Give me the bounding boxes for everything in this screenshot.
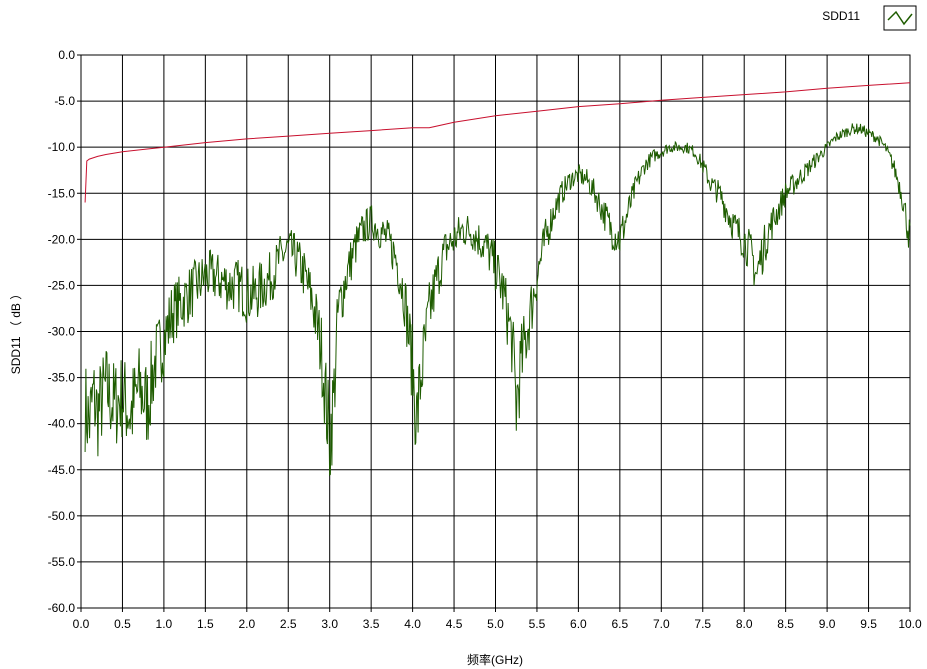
x-tick-label: 5.5 — [529, 617, 546, 631]
x-tick-label: 3.5 — [363, 617, 380, 631]
x-tick-label: 1.0 — [156, 617, 173, 631]
y-tick-label: -15.0 — [48, 186, 76, 200]
x-tick-label: 3.0 — [321, 617, 338, 631]
x-tick-label: 4.5 — [446, 617, 463, 631]
y-tick-label: -5.0 — [54, 94, 75, 108]
y-tick-label: -60.0 — [48, 601, 76, 615]
y-tick-label: -30.0 — [48, 325, 76, 339]
legend: SDD11 — [822, 5, 917, 31]
y-axis-ticks: 0.0 -5.0 -10.0 -15.0 -20.0 -25.0 -30.0 -35.0 -40… — [48, 48, 81, 615]
series-line-1 — [84, 82, 911, 203]
x-axis-label: 频率(GHz) — [467, 652, 523, 667]
y-tick-label: 0.0 — [58, 48, 75, 62]
y-tick-label: -10.0 — [48, 140, 76, 154]
x-tick-label: 2.0 — [238, 617, 255, 631]
y-tick-label: -40.0 — [48, 417, 76, 431]
x-tick-label: 2.5 — [280, 617, 297, 631]
x-tick-label: 6.5 — [612, 617, 629, 631]
x-tick-label: 7.5 — [694, 617, 711, 631]
series-line-sdd11 — [84, 123, 911, 477]
legend-label-sdd11: SDD11 — [822, 9, 860, 23]
x-tick-label: 1.5 — [197, 617, 214, 631]
series-layer — [84, 82, 911, 477]
legend-swatch-line — [887, 10, 913, 26]
x-tick-label: 4.0 — [404, 617, 421, 631]
x-tick-label: 0.5 — [114, 617, 131, 631]
x-tick-label: 0.0 — [73, 617, 90, 631]
y-tick-label: -25.0 — [48, 278, 76, 292]
x-tick-label: 7.0 — [653, 617, 670, 631]
x-tick-label: 8.0 — [736, 617, 753, 631]
x-tick-label: 5.0 — [487, 617, 504, 631]
x-axis-ticks: 0.0 0.5 1.0 1.5 2.0 2.5 3.0 3.5 4.0 4.5 5.0 5.5 6.0 6… — [73, 608, 922, 631]
x-tick-label: 10.0 — [898, 617, 922, 631]
x-tick-label: 8.5 — [777, 617, 794, 631]
x-tick-label: 9.5 — [860, 617, 877, 631]
y-tick-label: -50.0 — [48, 509, 76, 523]
x-tick-label: 9.0 — [819, 617, 836, 631]
y-axis-label: SDD11 （ dB ） — [9, 288, 23, 374]
y-tick-label: -20.0 — [48, 232, 76, 246]
y-tick-label: -55.0 — [48, 555, 76, 569]
x-tick-label: 6.0 — [570, 617, 587, 631]
plot-grid — [80, 54, 911, 609]
y-tick-label: -35.0 — [48, 371, 76, 385]
y-tick-label: -45.0 — [48, 463, 76, 477]
